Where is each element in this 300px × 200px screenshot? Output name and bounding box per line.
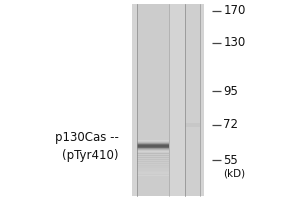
- Bar: [136, 140, 169, 141]
- Text: p130Cas --: p130Cas --: [55, 132, 118, 144]
- Bar: [136, 149, 169, 150]
- Bar: [136, 164, 169, 166]
- Bar: [132, 4, 204, 196]
- Bar: [136, 142, 169, 143]
- Bar: [136, 141, 169, 142]
- Bar: [184, 123, 200, 127]
- Bar: [136, 174, 169, 176]
- Bar: [184, 4, 200, 196]
- Bar: [136, 147, 169, 148]
- Bar: [136, 149, 169, 150]
- Bar: [136, 148, 169, 149]
- Text: 130: 130: [224, 36, 246, 49]
- Bar: [136, 142, 169, 143]
- Text: (kD): (kD): [224, 169, 246, 179]
- Bar: [136, 150, 169, 151]
- Bar: [136, 166, 169, 168]
- Bar: [136, 147, 169, 148]
- Bar: [136, 144, 169, 145]
- Bar: [136, 144, 169, 145]
- Bar: [136, 170, 169, 172]
- Bar: [136, 143, 169, 144]
- Text: (pTyr410): (pTyr410): [62, 148, 118, 162]
- Text: 95: 95: [224, 85, 238, 98]
- Bar: [136, 158, 169, 160]
- Bar: [136, 160, 169, 162]
- Text: 55: 55: [224, 154, 238, 166]
- Bar: [136, 162, 169, 164]
- Text: 170: 170: [224, 4, 246, 18]
- Bar: [136, 172, 169, 174]
- Text: 72: 72: [224, 118, 238, 132]
- Bar: [136, 141, 169, 142]
- Bar: [136, 146, 169, 147]
- Bar: [136, 168, 169, 170]
- Bar: [136, 156, 169, 158]
- Bar: [136, 152, 169, 154]
- Bar: [136, 4, 169, 196]
- Bar: [136, 151, 169, 152]
- Bar: [136, 154, 169, 156]
- Bar: [136, 150, 169, 151]
- Bar: [136, 145, 169, 146]
